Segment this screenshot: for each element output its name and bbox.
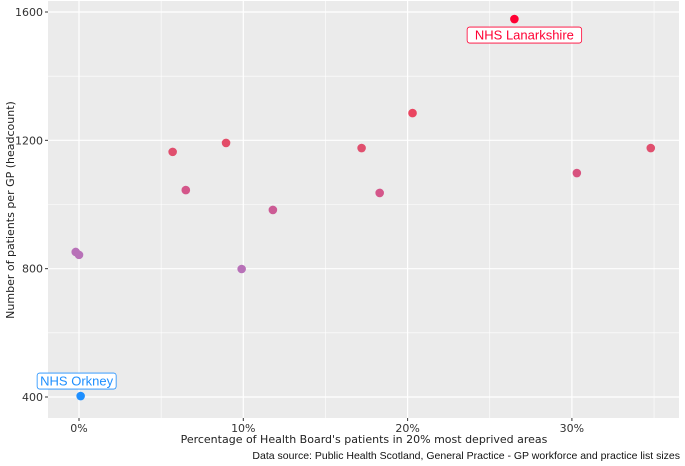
data-point <box>74 250 84 260</box>
data-point <box>572 168 582 178</box>
grid-lines <box>48 1 679 418</box>
point-label-box <box>36 372 117 390</box>
y-tick-label: 400 <box>22 391 43 404</box>
y-tick-label: 1200 <box>15 134 43 147</box>
x-tick-label: 30% <box>560 422 584 435</box>
plot-panel <box>48 1 679 418</box>
y-axis: 400 800 1200 1600 <box>15 6 48 404</box>
data-point <box>357 143 366 153</box>
point-label-box <box>466 26 583 44</box>
y-tick-label: 1600 <box>15 6 43 19</box>
point-label: NHS Orkney <box>40 374 113 389</box>
data-point <box>268 205 278 215</box>
data-point <box>181 185 191 195</box>
data-point <box>375 188 384 198</box>
x-tick-label: 0% <box>70 422 87 435</box>
y-tick-label: 800 <box>22 263 43 276</box>
x-tick-label: 20% <box>395 422 419 435</box>
points <box>71 14 656 401</box>
point-labels: NHS Orkney NHS Lanarkshire <box>36 26 583 390</box>
x-tick-label: 10% <box>231 422 255 435</box>
data-point <box>237 264 246 274</box>
data-point <box>221 138 231 148</box>
point-label: NHS Lanarkshire <box>475 28 574 43</box>
x-axis: 0% 10% 20% 30% <box>70 418 584 435</box>
caption: Data source: Public Health Scotland, Gen… <box>252 450 680 462</box>
y-axis-title: Number of patients per GP (headcount) <box>4 101 17 319</box>
data-point <box>646 143 656 153</box>
x-axis-title: Percentage of Health Board's patients in… <box>181 433 548 446</box>
data-point <box>76 391 85 401</box>
data-point <box>408 108 417 118</box>
data-point <box>168 147 177 157</box>
data-point <box>510 14 519 24</box>
